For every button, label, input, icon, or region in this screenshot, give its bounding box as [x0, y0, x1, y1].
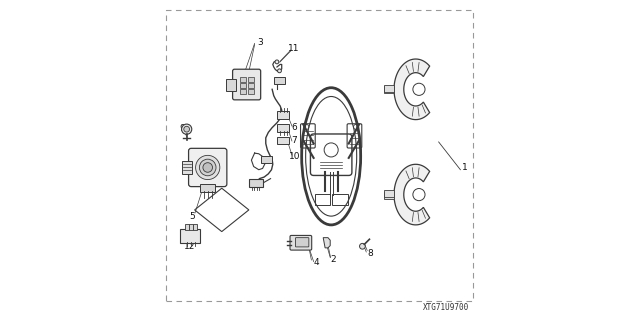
Polygon shape [394, 59, 429, 120]
FancyBboxPatch shape [240, 77, 246, 82]
FancyBboxPatch shape [248, 89, 254, 94]
FancyBboxPatch shape [384, 192, 394, 199]
Text: 7: 7 [292, 137, 298, 145]
Circle shape [275, 60, 279, 64]
FancyBboxPatch shape [290, 235, 312, 250]
Circle shape [200, 159, 216, 176]
FancyBboxPatch shape [260, 156, 271, 163]
Text: 11: 11 [287, 44, 299, 53]
Circle shape [184, 126, 189, 132]
FancyBboxPatch shape [384, 86, 394, 93]
Text: 12: 12 [184, 242, 195, 251]
Circle shape [278, 69, 282, 73]
Text: 3: 3 [257, 38, 263, 47]
FancyBboxPatch shape [240, 89, 246, 94]
FancyBboxPatch shape [185, 224, 189, 230]
Text: 9: 9 [179, 124, 185, 133]
Text: 4: 4 [314, 258, 319, 267]
Circle shape [413, 83, 425, 95]
Circle shape [203, 163, 212, 172]
FancyBboxPatch shape [276, 137, 289, 144]
FancyBboxPatch shape [226, 79, 236, 91]
Circle shape [196, 155, 220, 180]
FancyBboxPatch shape [180, 229, 200, 243]
Text: 10: 10 [289, 152, 300, 161]
Text: 1: 1 [462, 163, 468, 172]
FancyBboxPatch shape [200, 184, 216, 192]
FancyBboxPatch shape [232, 69, 260, 100]
FancyBboxPatch shape [240, 83, 246, 88]
FancyBboxPatch shape [384, 190, 394, 197]
FancyBboxPatch shape [274, 77, 285, 84]
Circle shape [360, 243, 365, 249]
Text: XTG71U9700: XTG71U9700 [423, 303, 469, 312]
Text: 8: 8 [367, 249, 373, 258]
Polygon shape [323, 238, 330, 248]
FancyBboxPatch shape [189, 148, 227, 187]
FancyBboxPatch shape [249, 179, 263, 187]
FancyBboxPatch shape [193, 224, 197, 230]
FancyBboxPatch shape [276, 124, 289, 132]
Text: 2: 2 [330, 256, 335, 264]
Polygon shape [394, 164, 429, 225]
FancyBboxPatch shape [189, 224, 193, 230]
Text: 5: 5 [189, 212, 195, 221]
FancyBboxPatch shape [182, 161, 193, 174]
Circle shape [413, 189, 425, 201]
Text: 6: 6 [292, 123, 298, 132]
FancyBboxPatch shape [296, 238, 309, 247]
FancyBboxPatch shape [248, 83, 254, 88]
FancyBboxPatch shape [384, 85, 394, 92]
FancyBboxPatch shape [276, 111, 289, 119]
Circle shape [182, 124, 192, 134]
FancyBboxPatch shape [248, 77, 254, 82]
